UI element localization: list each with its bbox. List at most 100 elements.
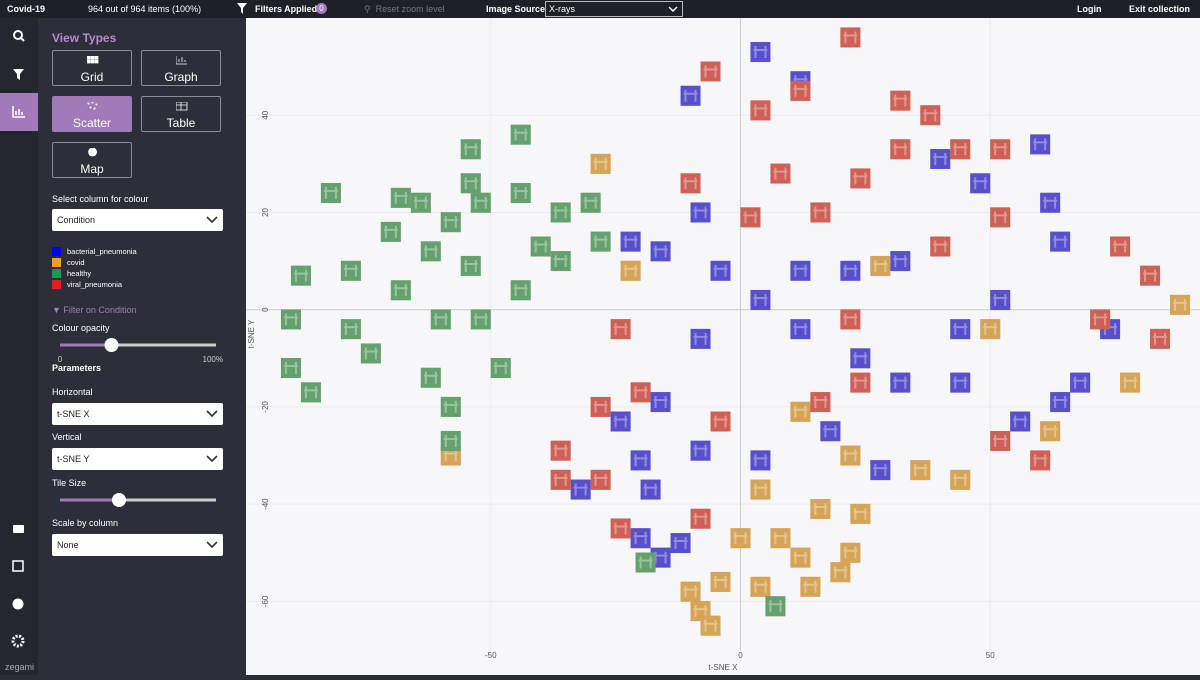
tile[interactable] bbox=[420, 241, 441, 262]
tile[interactable] bbox=[610, 518, 631, 539]
tile[interactable] bbox=[570, 479, 591, 500]
tile[interactable] bbox=[1050, 231, 1071, 252]
tile[interactable] bbox=[770, 163, 791, 184]
tile[interactable] bbox=[730, 528, 751, 549]
tile[interactable] bbox=[750, 576, 771, 597]
tile[interactable] bbox=[920, 105, 941, 126]
tile[interactable] bbox=[620, 231, 641, 252]
tile[interactable] bbox=[340, 319, 361, 340]
tile[interactable] bbox=[840, 309, 861, 330]
view-button[interactable]: Graph bbox=[141, 50, 221, 86]
tile[interactable] bbox=[740, 207, 761, 228]
tile[interactable] bbox=[420, 367, 441, 388]
tile[interactable] bbox=[750, 289, 771, 310]
tile[interactable] bbox=[630, 528, 651, 549]
tile[interactable] bbox=[670, 533, 691, 554]
tile[interactable] bbox=[840, 542, 861, 563]
tile[interactable] bbox=[1090, 309, 1111, 330]
tile[interactable] bbox=[980, 319, 1001, 340]
tile[interactable] bbox=[1150, 328, 1171, 349]
scale-select[interactable]: None bbox=[52, 534, 223, 556]
tile[interactable] bbox=[850, 168, 871, 189]
tile[interactable] bbox=[1030, 134, 1051, 155]
tile[interactable] bbox=[690, 202, 711, 223]
tile[interactable] bbox=[280, 309, 301, 330]
tile[interactable] bbox=[750, 450, 771, 471]
tile[interactable] bbox=[440, 396, 461, 417]
tile[interactable] bbox=[460, 255, 481, 276]
tile[interactable] bbox=[470, 192, 491, 213]
slider-knob[interactable] bbox=[104, 338, 119, 352]
help-icon[interactable] bbox=[12, 598, 24, 610]
tile[interactable] bbox=[850, 348, 871, 369]
tile[interactable] bbox=[430, 309, 451, 330]
image-source-select[interactable]: X-rays bbox=[545, 1, 683, 17]
tile[interactable] bbox=[890, 251, 911, 272]
tile[interactable] bbox=[550, 202, 571, 223]
tile[interactable] bbox=[950, 319, 971, 340]
tile[interactable] bbox=[750, 100, 771, 121]
tile[interactable] bbox=[280, 358, 301, 379]
tile[interactable] bbox=[510, 183, 531, 204]
tile[interactable] bbox=[810, 392, 831, 413]
tile[interactable] bbox=[1050, 392, 1071, 413]
tile[interactable] bbox=[410, 192, 431, 213]
tile[interactable] bbox=[790, 260, 811, 281]
tile[interactable] bbox=[990, 289, 1011, 310]
tile[interactable] bbox=[1140, 265, 1161, 286]
tile[interactable] bbox=[710, 260, 731, 281]
tile[interactable] bbox=[550, 469, 571, 490]
vertical-select[interactable]: t-SNE Y bbox=[52, 448, 223, 470]
filter-icon[interactable] bbox=[13, 69, 24, 80]
tile[interactable] bbox=[990, 207, 1011, 228]
tile[interactable] bbox=[790, 80, 811, 101]
view-button[interactable]: Table bbox=[141, 96, 221, 132]
login[interactable]: Login bbox=[1077, 4, 1102, 14]
tile[interactable] bbox=[990, 139, 1011, 160]
tile[interactable] bbox=[440, 212, 461, 233]
tile[interactable] bbox=[810, 202, 831, 223]
tile[interactable] bbox=[690, 440, 711, 461]
share-icon[interactable] bbox=[12, 560, 24, 572]
tile[interactable] bbox=[1030, 450, 1051, 471]
filter-icon[interactable] bbox=[237, 3, 247, 14]
tile[interactable] bbox=[380, 221, 401, 242]
tile[interactable] bbox=[790, 401, 811, 422]
tile[interactable] bbox=[610, 319, 631, 340]
tile[interactable] bbox=[680, 85, 701, 106]
tile[interactable] bbox=[1070, 372, 1091, 393]
tile[interactable] bbox=[970, 173, 991, 194]
filter-on-condition[interactable]: ▼ Filter on Condition bbox=[52, 305, 136, 315]
tile[interactable] bbox=[820, 421, 841, 442]
tile[interactable] bbox=[680, 173, 701, 194]
tile[interactable] bbox=[850, 372, 871, 393]
exit-collection[interactable]: Exit collection bbox=[1129, 4, 1191, 14]
tile[interactable] bbox=[890, 372, 911, 393]
tile[interactable] bbox=[950, 372, 971, 393]
horizontal-select[interactable]: t-SNE X bbox=[52, 403, 223, 425]
tile[interactable] bbox=[340, 260, 361, 281]
search-icon[interactable] bbox=[13, 30, 25, 42]
reset-zoom[interactable]: ⚲ Reset zoom level bbox=[364, 4, 445, 15]
tile[interactable] bbox=[320, 183, 341, 204]
tile[interactable] bbox=[930, 148, 951, 169]
view-button[interactable]: Scatter bbox=[52, 96, 132, 132]
tile-size-slider[interactable] bbox=[38, 491, 246, 511]
tile[interactable] bbox=[630, 450, 651, 471]
tile[interactable] bbox=[790, 319, 811, 340]
tile[interactable] bbox=[510, 280, 531, 301]
tile[interactable] bbox=[1010, 411, 1031, 432]
tile[interactable] bbox=[460, 139, 481, 160]
view-button[interactable]: Grid bbox=[52, 50, 132, 86]
tile[interactable] bbox=[890, 139, 911, 160]
tile[interactable] bbox=[690, 328, 711, 349]
tile[interactable] bbox=[710, 571, 731, 592]
tile[interactable] bbox=[635, 552, 656, 573]
colour-select[interactable]: Condition bbox=[52, 209, 223, 231]
tile[interactable] bbox=[590, 396, 611, 417]
tile[interactable] bbox=[490, 358, 511, 379]
tile[interactable] bbox=[830, 562, 851, 583]
tile[interactable] bbox=[590, 469, 611, 490]
tile[interactable] bbox=[790, 547, 811, 568]
tile[interactable] bbox=[800, 576, 821, 597]
